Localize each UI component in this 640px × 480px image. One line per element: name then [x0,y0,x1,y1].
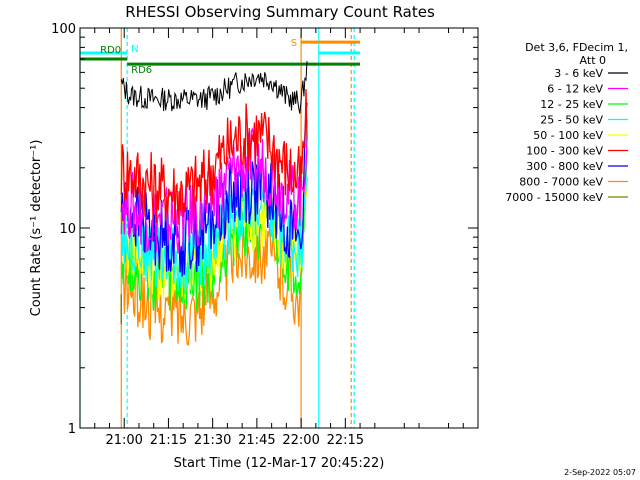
legend-entry-label: 800 - 7000 keV [519,176,603,189]
y-tick-label: 1 [68,422,76,437]
y-axis: 1 10 100 [51,22,478,437]
x-tick-label: 21:15 [150,433,187,448]
y-axis-label: Count Rate (s⁻¹ detector⁻¹) [29,140,44,317]
legend-header-line-1: Det 3,6, FDecim 1, [525,41,628,54]
x-tick-label: 22:15 [327,433,364,448]
legend-entry-label: 12 - 25 keV [540,98,603,111]
legend-header-line-2: Att 0 [580,54,606,67]
legend-entry-label: 7000 - 15000 keV [505,191,603,204]
annotation-label: N [131,44,138,55]
annotation-label: RD6 [131,65,152,76]
series-line [120,148,308,301]
legend-entry-label: 3 - 6 keV [554,67,603,80]
annotation-label: RD0 [100,45,121,56]
x-axis: 21:00 21:15 21:30 21:45 22:00 22:15 [94,28,464,448]
series-line [120,127,308,254]
legend-entry-label: 50 - 100 keV [533,129,603,142]
plot-area: N S RD0 RD6 [79,28,361,428]
legend: Det 3,6, FDecim 1, Att 0 3 - 6 keV 6 - 12… [505,41,628,204]
legend-entry-label: 25 - 50 keV [540,114,603,127]
series-line [120,89,308,225]
y-tick-label: 100 [51,22,76,37]
footer-date: 2-Sep-2022 05:07 [564,468,636,477]
series-line [120,61,308,114]
chart-title: RHESSI Observing Summary Count Rates [125,3,435,21]
x-tick-label: 21:45 [238,433,275,448]
x-tick-label: 21:30 [194,433,231,448]
annotation-label: S [291,38,297,49]
x-tick-label: 22:00 [282,433,319,448]
x-tick-label: 21:00 [105,433,142,448]
x-axis-label: Start Time (12-Mar-17 20:45:22) [174,456,385,471]
legend-entry-label: 6 - 12 keV [547,83,603,96]
y-tick-label: 10 [59,222,76,237]
legend-entry-label: 100 - 300 keV [526,145,603,158]
legend-entry-label: 300 - 800 keV [526,160,603,173]
